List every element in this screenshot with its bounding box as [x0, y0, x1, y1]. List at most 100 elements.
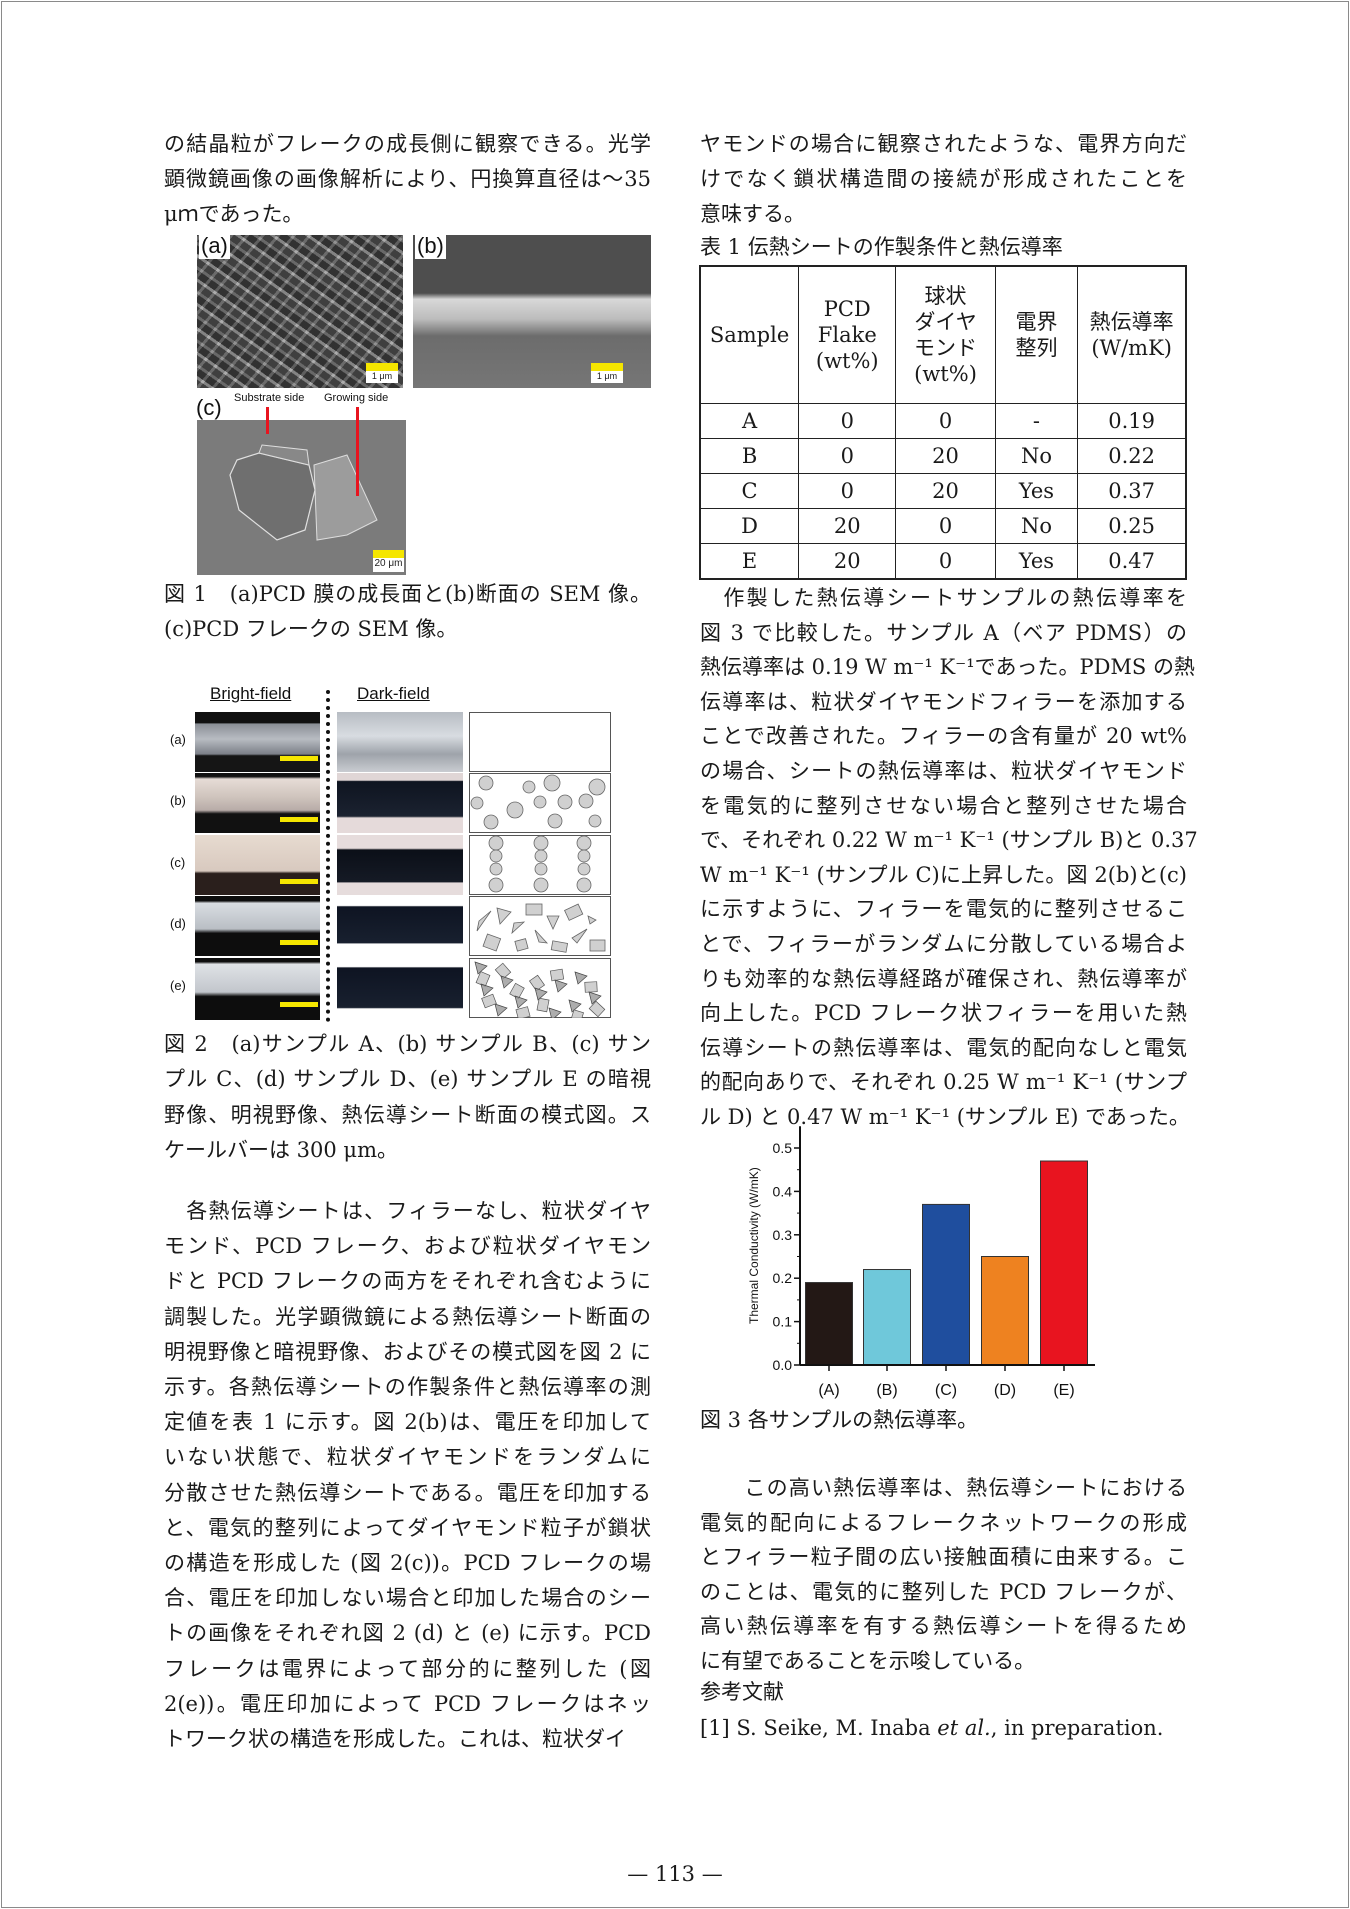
column-header-text: Sample	[709, 323, 790, 347]
scale-bar	[280, 1002, 318, 1007]
dark-field-image	[337, 835, 463, 895]
paragraph-line: とで、フィラーがランダムに分散している場合よ	[700, 932, 1187, 956]
table-cell: 0.19	[1077, 403, 1187, 439]
column-header-text: (wt%)	[914, 362, 977, 386]
bar-d	[981, 1256, 1029, 1366]
y-tick-label: 0.5	[773, 1140, 793, 1156]
table-cell: -	[994, 403, 1079, 439]
table-row: D 20 0 No 0.25	[699, 508, 1187, 544]
label-b: (b)	[415, 233, 446, 259]
x-tick-label: (B)	[876, 1382, 897, 1399]
bright-field-image	[195, 896, 320, 956]
paragraph-line: ドと PCD フレークの両方をそれぞれ含むように	[164, 1269, 651, 1294]
table-1-title: 表 1 伝熱シートの作製条件と熱伝導率	[700, 235, 1063, 259]
figure-2-caption-line: プル C、(d) サンプル D、(e) サンプル E の暗視	[164, 1067, 651, 1092]
page-number: — 113 —	[627, 1862, 723, 1886]
table-cell: D	[699, 508, 800, 544]
reference-1-suffix: , in preparation.	[990, 1716, 1164, 1740]
paragraph-line: 的配向ありで、それぞれ 0.25 W m⁻¹ K⁻¹ (サンプ	[700, 1070, 1187, 1095]
column-header: PCD Flake (wt%)	[798, 265, 897, 404]
column-header-text: モンド	[914, 336, 978, 360]
paragraph-line: 定値を表 1 に示す。図 2(b)は、電圧を印加して	[164, 1410, 651, 1435]
paragraph-line: フレークは電界によって部分的に整列した (図	[164, 1656, 651, 1681]
column-header-text: 電界	[1015, 310, 1058, 334]
paragraph-line: 伝導シートの熱伝導率は、電気的配向なしと電気	[700, 1035, 1187, 1060]
table-cell: B	[699, 438, 800, 474]
paragraph-line: μｍであった。	[164, 202, 304, 226]
table-cell: 0	[798, 473, 897, 509]
paragraph-line: 分散させた熱伝導シートである。電圧を印加する	[164, 1480, 651, 1505]
scale-bar	[280, 940, 318, 945]
column-header-text: PCD	[823, 297, 871, 321]
scale-bar	[280, 756, 318, 761]
row-label: (c)	[170, 855, 186, 870]
paragraph-line: に示すように、フィラーを電気的に整列させるこ	[700, 897, 1187, 922]
bright-field-image	[195, 712, 320, 772]
bright-field-image	[195, 773, 320, 833]
paragraph-line: けでなく鎖状構造間の接続が形成されたことを	[700, 167, 1187, 191]
paragraph-line: 合、電圧を印加しない場合と印加した場合のシー	[164, 1586, 651, 1611]
substrate-side-label: Substrate side	[234, 392, 305, 404]
column-header-text: ダイヤ	[914, 310, 977, 334]
sem-image-a: 1 μm	[197, 235, 403, 388]
bright-field-image	[195, 835, 320, 895]
table-cell: E	[699, 543, 800, 580]
figure-2-caption-line: ケールバーは 300 μm。	[164, 1137, 398, 1162]
row-label: (d)	[170, 916, 186, 931]
column-header-text: 熱伝導率	[1089, 310, 1174, 334]
schematic-diagram	[469, 896, 611, 956]
paragraph-line: ヤモンドの場合に観察されたような、電界方向だ	[700, 132, 1187, 156]
paragraph-line: の結晶粒がフレークの成長側に観察できる。光学	[164, 132, 651, 156]
table-cell: 0	[895, 508, 996, 544]
table-cell: 0	[798, 438, 897, 474]
table-cell: 0.47	[1077, 543, 1187, 580]
schematic-diagram	[469, 712, 611, 772]
table-cell: 0	[798, 403, 897, 439]
column-header-text: Flake	[817, 323, 877, 347]
y-tick-label: 0.3	[773, 1227, 793, 1243]
figure-1-caption-line: 図 1 (a)PCD 膜の成長面と(b)断面の SEM 像。	[164, 582, 651, 606]
growing-side-label: Growing side	[324, 392, 389, 404]
schematic-diagram	[469, 958, 611, 1018]
references-heading: 参考文献	[700, 1680, 784, 1704]
x-tick-label: (C)	[935, 1382, 957, 1399]
sem-image-c: 20 μm	[197, 420, 406, 575]
figure-3-caption: 図 3 各サンプルの熱伝導率。	[700, 1408, 979, 1432]
dark-field-image	[337, 773, 463, 833]
column-header: 球状 ダイヤ モンド (wt%)	[895, 265, 996, 404]
table-cell: C	[699, 473, 800, 509]
x-tick-label: (E)	[1053, 1382, 1074, 1399]
column-header: 電界 整列	[994, 265, 1079, 404]
growing-arrow	[356, 407, 359, 496]
y-tick-label: 0.0	[773, 1357, 793, 1373]
paragraph-line: の構造を形成した (図 2(c))。PCD フレークの場	[164, 1551, 651, 1575]
table-row: E 20 0 Yes 0.47	[699, 543, 1187, 580]
column-header: Sample	[699, 265, 800, 404]
table-cell: 20	[798, 508, 897, 544]
sem-image-b: 1 μm	[413, 235, 651, 388]
paragraph-line: で、それぞれ 0.22 W m⁻¹ K⁻¹ (サンプル B)と 0.37	[700, 828, 1198, 853]
label-c: (c)	[196, 395, 222, 420]
reference-1-prefix: [1] S. Seike, M. Inaba	[700, 1716, 938, 1740]
bright-field-header: Bright-field	[210, 684, 292, 703]
column-header-text: (wt%)	[815, 349, 879, 373]
y-tick-label: 0.4	[773, 1183, 793, 1199]
paragraph-line: りも効率的な熱伝導経路が確保され、熱伝導率が	[700, 966, 1187, 991]
paragraph-line: トの画像をそれぞれ図 2 (d) と (e) に示す。PCD	[164, 1621, 651, 1646]
table-cell: 0	[895, 403, 996, 439]
paragraph-line: 電気的配向によるフレークネットワークの形成	[700, 1510, 1187, 1535]
bar-c	[922, 1203, 970, 1366]
dark-field-image	[337, 712, 463, 772]
paragraph-line: この高い熱伝導率は、熱伝導シートにおける	[700, 1476, 1187, 1500]
table-cell: Yes	[994, 543, 1079, 580]
table-cell: A	[699, 403, 800, 439]
figure-2-caption-line: 野像、明視野像、熱伝導シート断面の模式図。ス	[164, 1102, 651, 1127]
row-label: (a)	[170, 732, 186, 747]
y-tick-label: 0.1	[773, 1314, 793, 1330]
paragraph-line: 伝導率は、粒状ダイヤモンドフィラーを添加する	[700, 689, 1187, 714]
column-header-text: (W/mK)	[1091, 336, 1172, 360]
bar-b	[863, 1269, 911, 1366]
row-label: (b)	[170, 793, 186, 808]
dark-field-image	[337, 896, 463, 956]
x-tick-label: (A)	[818, 1382, 839, 1399]
